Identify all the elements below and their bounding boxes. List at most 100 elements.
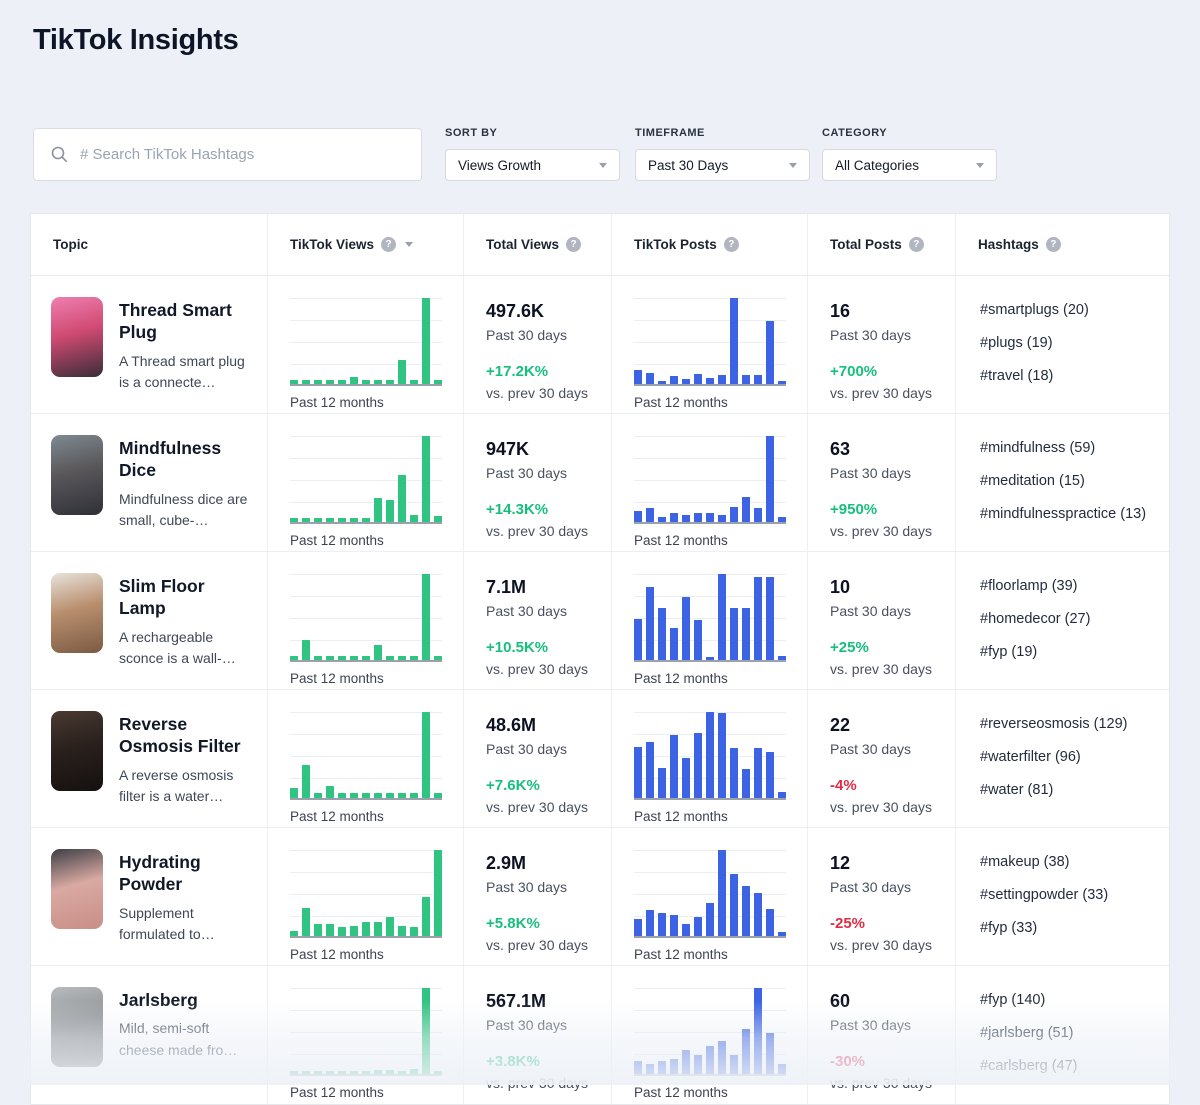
chart-bar <box>634 1061 642 1074</box>
chart-bar <box>694 619 702 660</box>
total-posts-change: -4% <box>830 777 857 794</box>
chart-bar <box>338 927 346 936</box>
table-row[interactable]: Slim Floor Lamp A rechargeable sconce is… <box>31 552 1169 690</box>
chart-bar <box>326 923 334 936</box>
help-icon[interactable] <box>1045 237 1061 252</box>
timeframe-select[interactable]: Past 30 Days <box>635 149 810 181</box>
topic-thumbnail[interactable] <box>51 297 103 377</box>
hashtag-item[interactable]: #mindfulness (59) <box>980 440 1096 456</box>
hashtag-item[interactable]: #carlsberg (47) <box>980 1058 1078 1074</box>
sort-by-label: SORT BY <box>445 127 498 139</box>
tiktok-views-sparkline <box>290 988 442 1076</box>
sort-descending-icon[interactable] <box>405 242 414 247</box>
chart-bar <box>410 515 418 522</box>
topic-thumbnail[interactable] <box>51 711 103 791</box>
help-icon[interactable] <box>908 237 924 252</box>
chart-bar <box>718 515 726 522</box>
help-icon[interactable] <box>381 237 397 252</box>
column-header-hashtags[interactable]: Hashtags <box>956 214 1167 275</box>
topic-description: A reverse osmosis filter is a water… <box>119 766 234 805</box>
topic-thumbnail[interactable] <box>51 987 103 1067</box>
search-box[interactable] <box>33 128 422 181</box>
search-input[interactable] <box>80 146 404 163</box>
chart-bar <box>290 379 298 384</box>
chart-bar <box>362 792 370 798</box>
topic-title[interactable]: Thread Smart Plug <box>119 300 232 343</box>
topic-thumbnail[interactable] <box>51 435 103 515</box>
chart-bar <box>778 791 786 798</box>
hashtag-item[interactable]: #smartplugs (20) <box>980 302 1089 318</box>
hashtag-item[interactable]: #reverseosmosis (129) <box>980 716 1128 732</box>
column-header-tiktok-posts[interactable]: TikTok Posts <box>612 214 808 275</box>
table-row[interactable]: Jarlsberg Mild, semi-soft cheese made fr… <box>31 966 1169 1104</box>
chart-bar <box>706 513 714 522</box>
chart-bar <box>362 655 370 660</box>
hashtag-item[interactable]: #fyp (19) <box>980 644 1038 660</box>
chart-bar <box>778 516 786 522</box>
tiktok-views-sparkline <box>290 436 442 524</box>
hashtag-item[interactable]: #water (81) <box>980 782 1054 798</box>
sort-by-value: Views Growth <box>458 157 542 173</box>
hashtag-item[interactable]: #meditation (15) <box>980 473 1085 489</box>
chart-bar <box>718 1041 726 1074</box>
chart-bar <box>326 379 334 384</box>
chart-bar <box>290 787 298 798</box>
chart-bar <box>290 1070 298 1074</box>
topic-title[interactable]: Slim Floor Lamp <box>119 576 205 619</box>
chart-bar <box>386 792 394 798</box>
topic-title[interactable]: Reverse Osmosis Filter <box>119 714 241 757</box>
chart-bar <box>302 908 310 936</box>
total-posts-change: -25% <box>830 915 866 932</box>
hashtag-item[interactable]: #settingpowder (33) <box>980 887 1109 903</box>
chart-bar <box>338 517 346 522</box>
table-row[interactable]: Mindfulness Dice Mindfulness dice are sm… <box>31 414 1169 552</box>
chart-bar <box>658 767 666 798</box>
hashtag-item[interactable]: #travel (18) <box>980 368 1054 384</box>
topic-thumbnail[interactable] <box>51 849 103 929</box>
column-header-total-posts[interactable]: Total Posts <box>808 214 956 275</box>
sort-by-select[interactable]: Views Growth <box>445 149 620 181</box>
table-row[interactable]: Thread Smart Plug A Thread smart plug is… <box>31 276 1169 414</box>
table-body: Thread Smart Plug A Thread smart plug is… <box>31 276 1169 1104</box>
topic-title[interactable]: Jarlsberg <box>119 990 198 1010</box>
table-row[interactable]: Reverse Osmosis Filter A reverse osmosis… <box>31 690 1169 828</box>
chart-bar <box>778 1063 786 1074</box>
category-select[interactable]: All Categories <box>822 149 997 181</box>
hashtag-item[interactable]: #fyp (33) <box>980 920 1038 936</box>
chart-bar <box>350 925 358 936</box>
period-label: Past 30 days <box>830 1017 911 1033</box>
topic-title[interactable]: Mindfulness Dice <box>119 438 222 481</box>
table-row[interactable]: Hydrating Powder Supplement formulated t… <box>31 828 1169 966</box>
hashtag-item[interactable]: #waterfilter (96) <box>980 749 1081 765</box>
total-views-change: +14.3K% <box>486 501 549 518</box>
chart-bar <box>350 377 358 384</box>
total-views-value: 2.9M <box>486 853 527 873</box>
help-icon[interactable] <box>566 237 582 252</box>
chart-bar <box>374 1069 382 1074</box>
hashtag-item[interactable]: #plugs (19) <box>980 335 1053 351</box>
chart-bar <box>302 1070 310 1074</box>
chart-bar <box>766 321 774 384</box>
chart-bar <box>338 1070 346 1074</box>
hashtag-item[interactable]: #homedecor (27) <box>980 611 1091 627</box>
period-label: Past 30 days <box>486 879 567 895</box>
hashtag-item[interactable]: #fyp (140) <box>980 992 1046 1008</box>
chart-bar <box>326 655 334 660</box>
period-label: Past 30 days <box>486 1017 567 1033</box>
chart-bar <box>742 497 750 522</box>
hashtag-item[interactable]: #jarlsberg (51) <box>980 1025 1074 1041</box>
period-label: Past 30 days <box>486 465 567 481</box>
hashtag-item[interactable]: #floorlamp (39) <box>980 578 1078 594</box>
chart-bar <box>290 655 298 660</box>
chart-bar <box>422 436 430 522</box>
column-header-tiktok-views[interactable]: TikTok Views <box>268 214 464 275</box>
hashtag-item[interactable]: #makeup (38) <box>980 854 1070 870</box>
hashtag-item[interactable]: #mindfulnesspractice (13) <box>980 506 1147 522</box>
vs-label: vs. prev 30 days <box>486 937 588 953</box>
topic-title[interactable]: Hydrating Powder <box>119 852 201 895</box>
column-header-total-views[interactable]: Total Views <box>464 214 612 275</box>
chart-bar <box>362 1070 370 1074</box>
topic-thumbnail[interactable] <box>51 573 103 653</box>
chart-bar <box>422 988 430 1074</box>
help-icon[interactable] <box>723 237 739 252</box>
